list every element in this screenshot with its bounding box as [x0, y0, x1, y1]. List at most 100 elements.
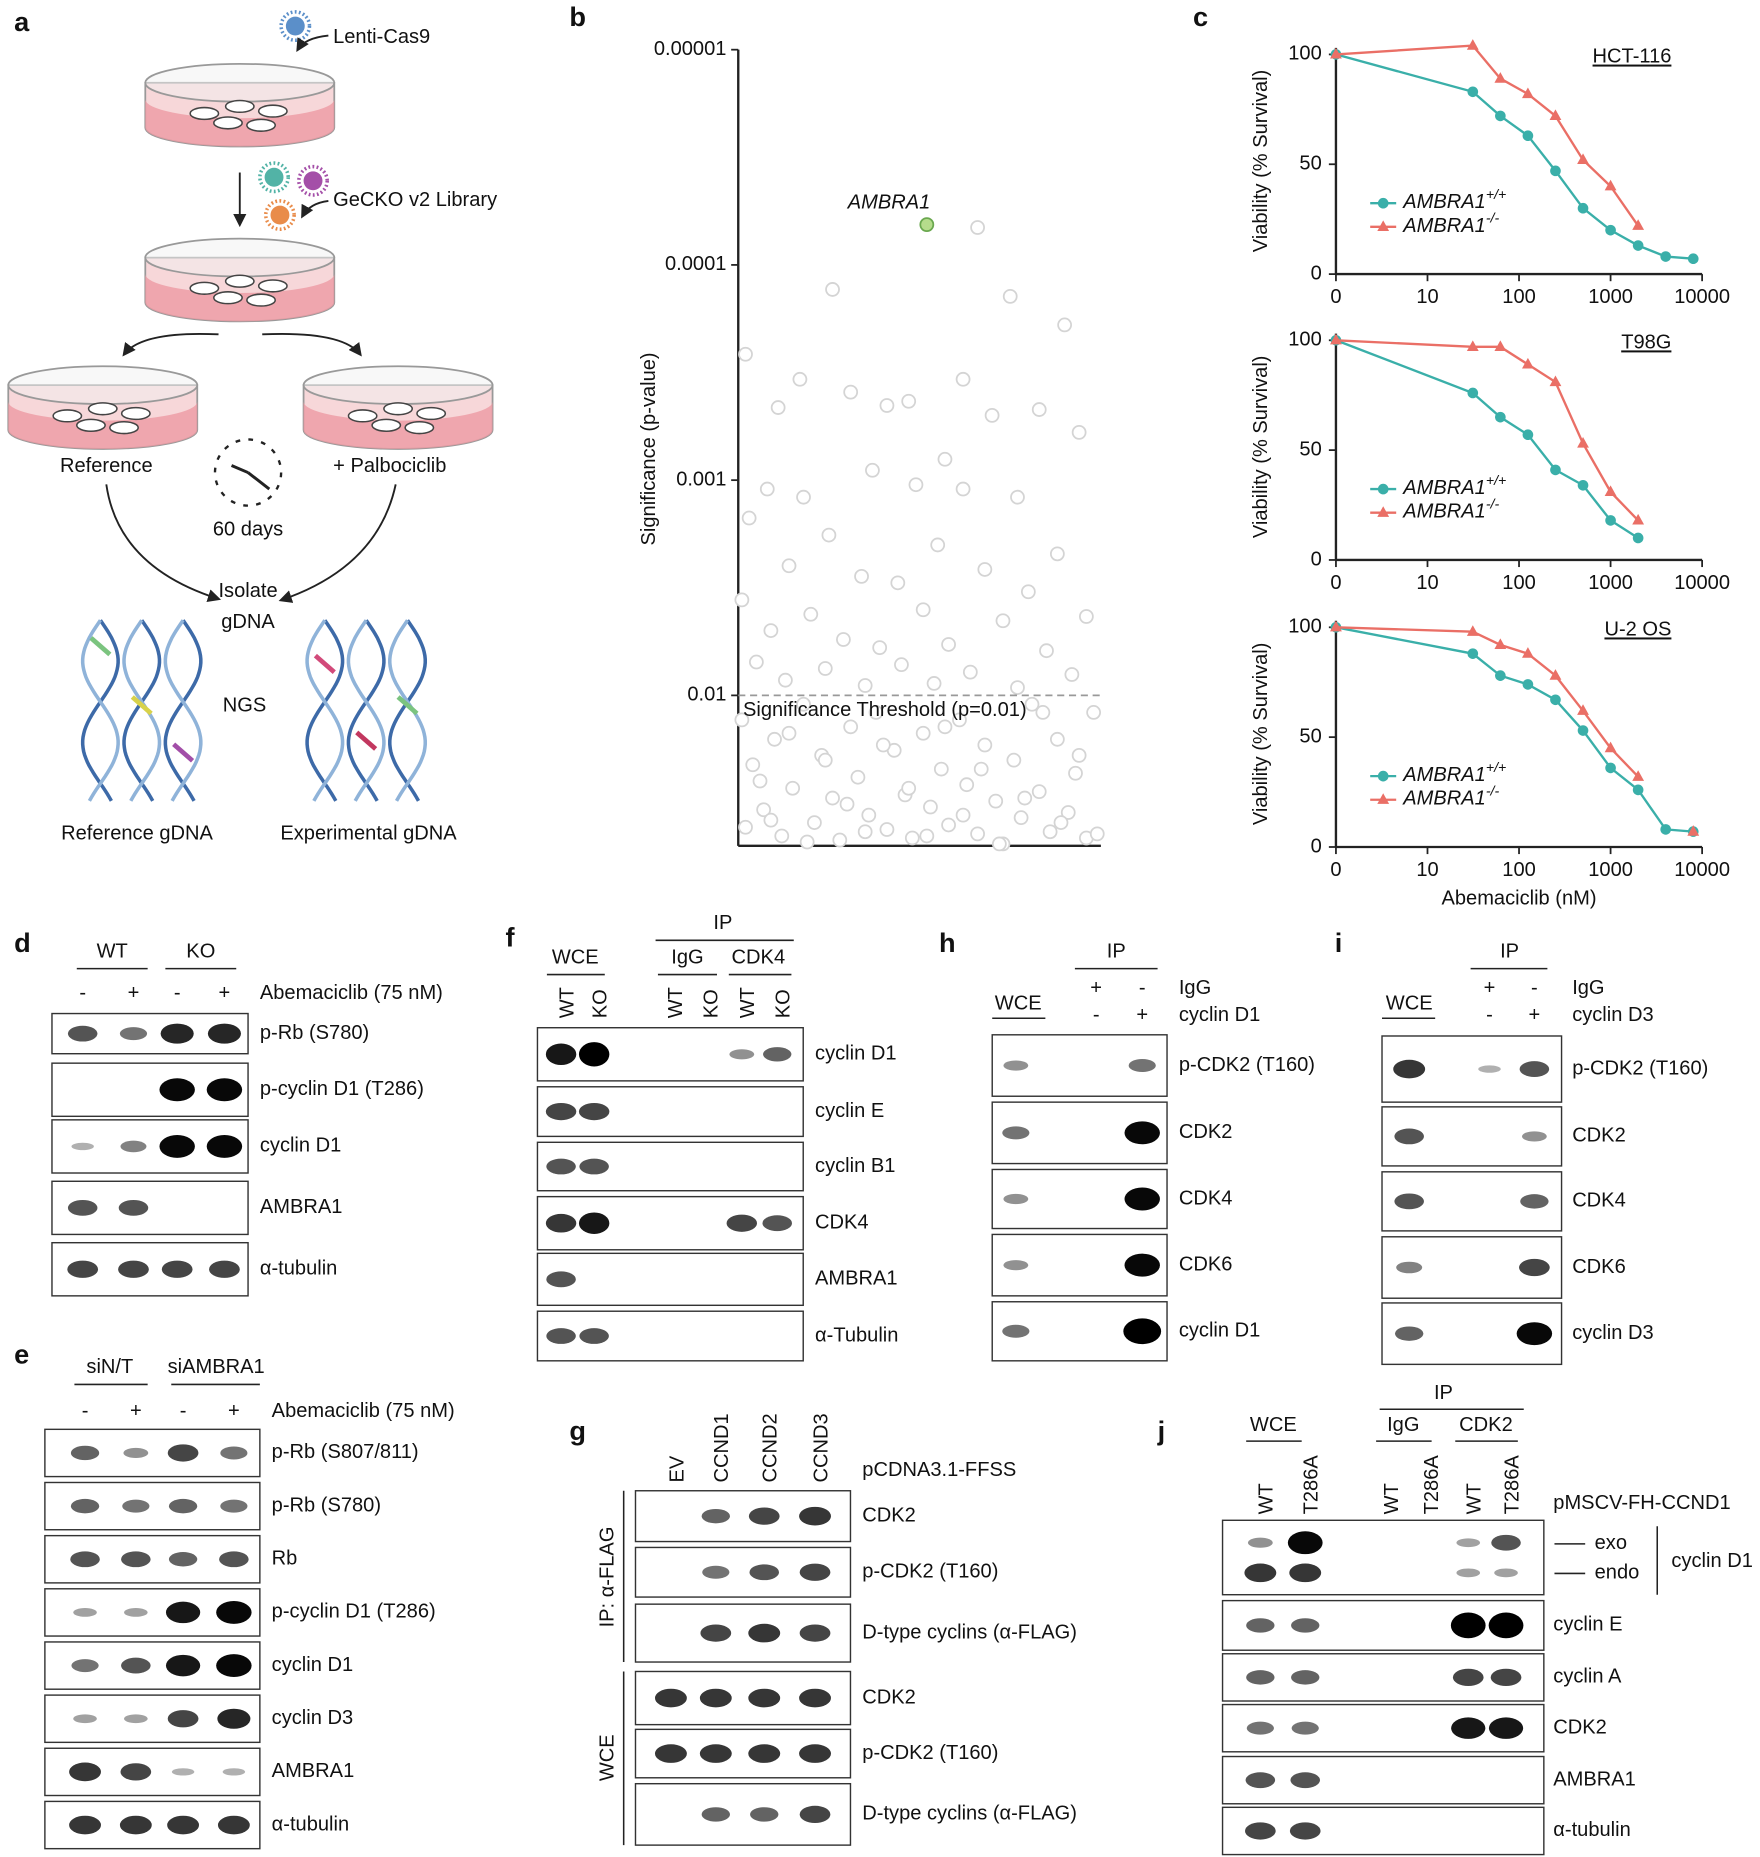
- point: [796, 696, 811, 712]
- point: [1068, 765, 1083, 781]
- x-tick-label: 10000: [1674, 859, 1730, 881]
- marker: [1466, 340, 1479, 351]
- x-tick-label: 10: [1416, 286, 1438, 308]
- legend-label: AMBRA1-/-: [1402, 210, 1499, 237]
- blot-label: CDK4: [1179, 1187, 1233, 1209]
- arrow: [122, 332, 219, 357]
- group-label: WCE: [1250, 1414, 1297, 1436]
- dna-strand: [122, 619, 162, 802]
- group-label: WT: [97, 940, 128, 962]
- band: [1521, 1131, 1547, 1142]
- treatment-sign: -: [180, 1400, 187, 1422]
- y-tick-label: 50: [1299, 438, 1321, 460]
- point: [756, 802, 772, 818]
- point: [1089, 826, 1105, 842]
- marker: [1330, 47, 1342, 59]
- band: [120, 1140, 147, 1153]
- x-tick-label: 100: [1502, 859, 1536, 881]
- blot-label: p-CDK2 (T160): [862, 1561, 998, 1583]
- condition-label: cyclin D1: [1179, 1004, 1260, 1026]
- point: [734, 592, 750, 608]
- blot-label: CDK2: [862, 1686, 916, 1708]
- point: [832, 832, 848, 848]
- band: [217, 1708, 251, 1729]
- library-label: GeCKO v2 Library: [333, 189, 497, 211]
- cell: [371, 418, 402, 432]
- legend-name: AMBRA1: [1402, 788, 1486, 810]
- lane-label: KO: [590, 989, 612, 1018]
- band: [699, 1744, 732, 1763]
- dna-strand: [305, 619, 345, 802]
- band: [1289, 1822, 1321, 1840]
- marker: [1522, 130, 1534, 142]
- band: [545, 1102, 577, 1121]
- legend-name: AMBRA1: [1402, 215, 1486, 237]
- chart-title: T98G: [1621, 331, 1671, 353]
- clock-hand: [247, 471, 271, 491]
- cell: [87, 402, 118, 416]
- cell: [189, 106, 220, 121]
- x-tick-label: 1000: [1588, 286, 1633, 308]
- ip-label: IP: [1500, 940, 1519, 962]
- band: [1291, 1670, 1320, 1685]
- virus: [264, 167, 284, 187]
- lane-label: KO: [773, 989, 795, 1018]
- band: [171, 1768, 195, 1776]
- band: [209, 1260, 240, 1278]
- point: [825, 790, 840, 806]
- dna-mutation: [130, 695, 153, 716]
- marker: [1660, 251, 1672, 262]
- construct-label: pCDNA3.1-FFSS: [862, 1459, 1016, 1481]
- band: [1491, 1534, 1521, 1551]
- blot-label: cyclin D1: [1179, 1320, 1260, 1342]
- band: [216, 1654, 252, 1678]
- band: [799, 1805, 831, 1824]
- band: [121, 1657, 151, 1674]
- blot-label: p-cyclin D1 (T286): [260, 1078, 424, 1100]
- legend-marker: [1377, 506, 1390, 517]
- marker: [1466, 39, 1479, 50]
- band: [1290, 1772, 1320, 1789]
- lane-label: WT: [665, 987, 687, 1018]
- series-line: [1335, 339, 1639, 522]
- cell: [189, 281, 220, 295]
- band: [1450, 1612, 1486, 1639]
- panel-label: d: [14, 927, 31, 958]
- lane-label: EV: [666, 1455, 688, 1482]
- marker: [1494, 72, 1507, 83]
- legend-label: AMBRA1-/-: [1402, 783, 1499, 810]
- band: [1124, 1187, 1160, 1211]
- band: [70, 1498, 100, 1514]
- series-line: [1335, 626, 1694, 833]
- dna-strand: [80, 619, 120, 802]
- point: [759, 481, 775, 497]
- construct-label: pMSCV-FH-CCND1: [1553, 1492, 1730, 1514]
- point: [770, 400, 786, 415]
- point: [1020, 584, 1036, 600]
- condition-sign: +: [1484, 977, 1496, 999]
- legend-marker: [1377, 770, 1389, 782]
- arrow: [262, 332, 362, 357]
- marker: [1605, 762, 1616, 774]
- band: [71, 1659, 99, 1673]
- band: [799, 1563, 831, 1581]
- marker: [1521, 647, 1534, 658]
- marker: [1577, 202, 1589, 214]
- band: [1394, 1128, 1424, 1145]
- point: [1010, 680, 1025, 695]
- lane-label: CCND3: [810, 1413, 832, 1482]
- band: [165, 1654, 201, 1677]
- y-tick-label: 100: [1288, 616, 1322, 638]
- band: [220, 1446, 248, 1460]
- band: [222, 1768, 246, 1776]
- lane-label: T286A: [1421, 1455, 1443, 1515]
- dish-rim: [302, 365, 494, 405]
- cell: [257, 279, 288, 293]
- band: [167, 1444, 199, 1462]
- virus: [279, 10, 312, 43]
- blot-label: AMBRA1: [815, 1268, 898, 1290]
- point: [991, 836, 1007, 852]
- dish-rim: [7, 365, 199, 405]
- point: [923, 799, 938, 815]
- dna-strand: [388, 619, 428, 802]
